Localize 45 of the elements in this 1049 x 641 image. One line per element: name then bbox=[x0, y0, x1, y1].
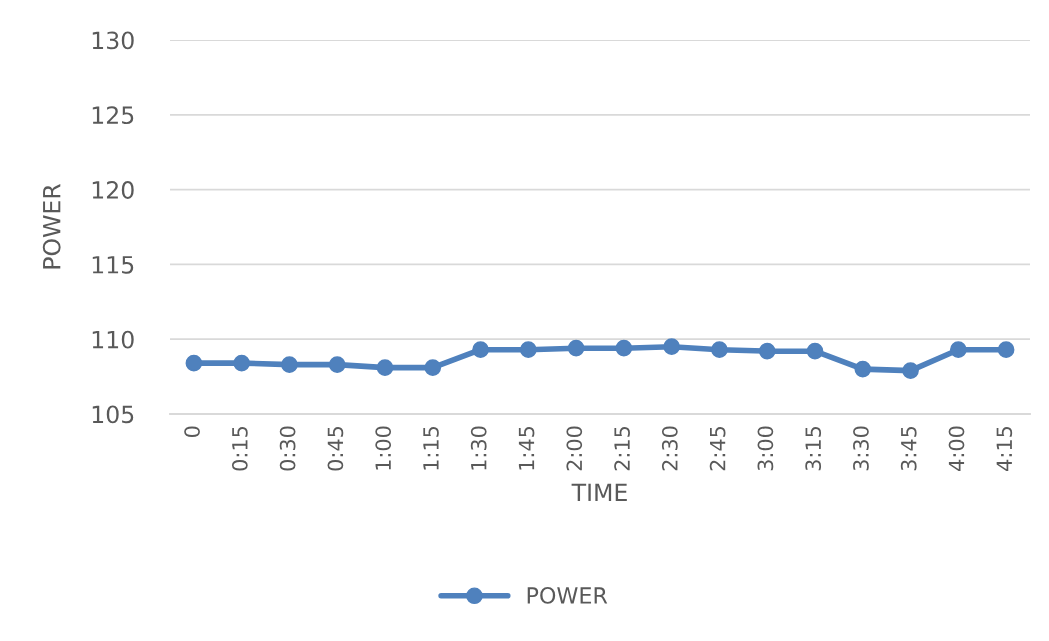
point bbox=[902, 362, 919, 379]
y-axis-title: POWER bbox=[42, 183, 61, 269]
x-tick-label: 2:30 bbox=[661, 426, 678, 471]
y-tick-label: 130 bbox=[92, 31, 134, 50]
x-tick-label: 1:45 bbox=[518, 426, 535, 470]
point bbox=[567, 339, 585, 357]
x-tick-label: 4:15 bbox=[996, 426, 1013, 471]
x-tick-label: 2:00 bbox=[566, 426, 583, 471]
y-tick-label: 125 bbox=[92, 106, 134, 125]
point bbox=[185, 354, 203, 372]
x-tick-label: 3:45 bbox=[900, 426, 917, 471]
x-tick-label: 0:45 bbox=[327, 426, 344, 471]
x-tick-label: 0:15 bbox=[231, 426, 248, 471]
y-tick-label: 115 bbox=[92, 256, 134, 274]
point bbox=[615, 339, 633, 357]
x-tick-label: 2:15 bbox=[614, 426, 630, 471]
point bbox=[472, 341, 489, 359]
legend-label: POWER bbox=[527, 587, 608, 604]
point bbox=[806, 342, 824, 360]
x-tick-label: 3:15 bbox=[805, 426, 822, 471]
point bbox=[949, 341, 967, 359]
point bbox=[424, 359, 442, 376]
point bbox=[663, 338, 681, 356]
x-tick-label: 1:15 bbox=[423, 426, 439, 470]
x-tick-label: 2:45 bbox=[709, 426, 726, 471]
point bbox=[281, 356, 298, 373]
y-tick-label: 120 bbox=[92, 181, 134, 199]
x-tick-label: 3:00 bbox=[757, 426, 774, 471]
x-tick-label: 4:00 bbox=[948, 426, 965, 471]
point bbox=[328, 356, 346, 373]
x-tick-label: 1:00 bbox=[375, 426, 392, 470]
x-tick-label: 3:30 bbox=[853, 426, 869, 471]
x-tick-label: 0:30 bbox=[279, 426, 296, 471]
point bbox=[758, 342, 776, 360]
point bbox=[233, 354, 251, 372]
point bbox=[854, 360, 872, 378]
y-tick-label: 105 bbox=[92, 405, 134, 424]
point bbox=[711, 341, 728, 359]
y-tick-label: 110 bbox=[92, 330, 134, 349]
x-tick-label: 1:30 bbox=[470, 426, 487, 470]
point bbox=[376, 359, 394, 376]
x-axis-title: TIME bbox=[571, 483, 627, 501]
point bbox=[997, 341, 1015, 359]
point bbox=[519, 341, 537, 359]
x-tick-label: 0 bbox=[184, 426, 200, 437]
